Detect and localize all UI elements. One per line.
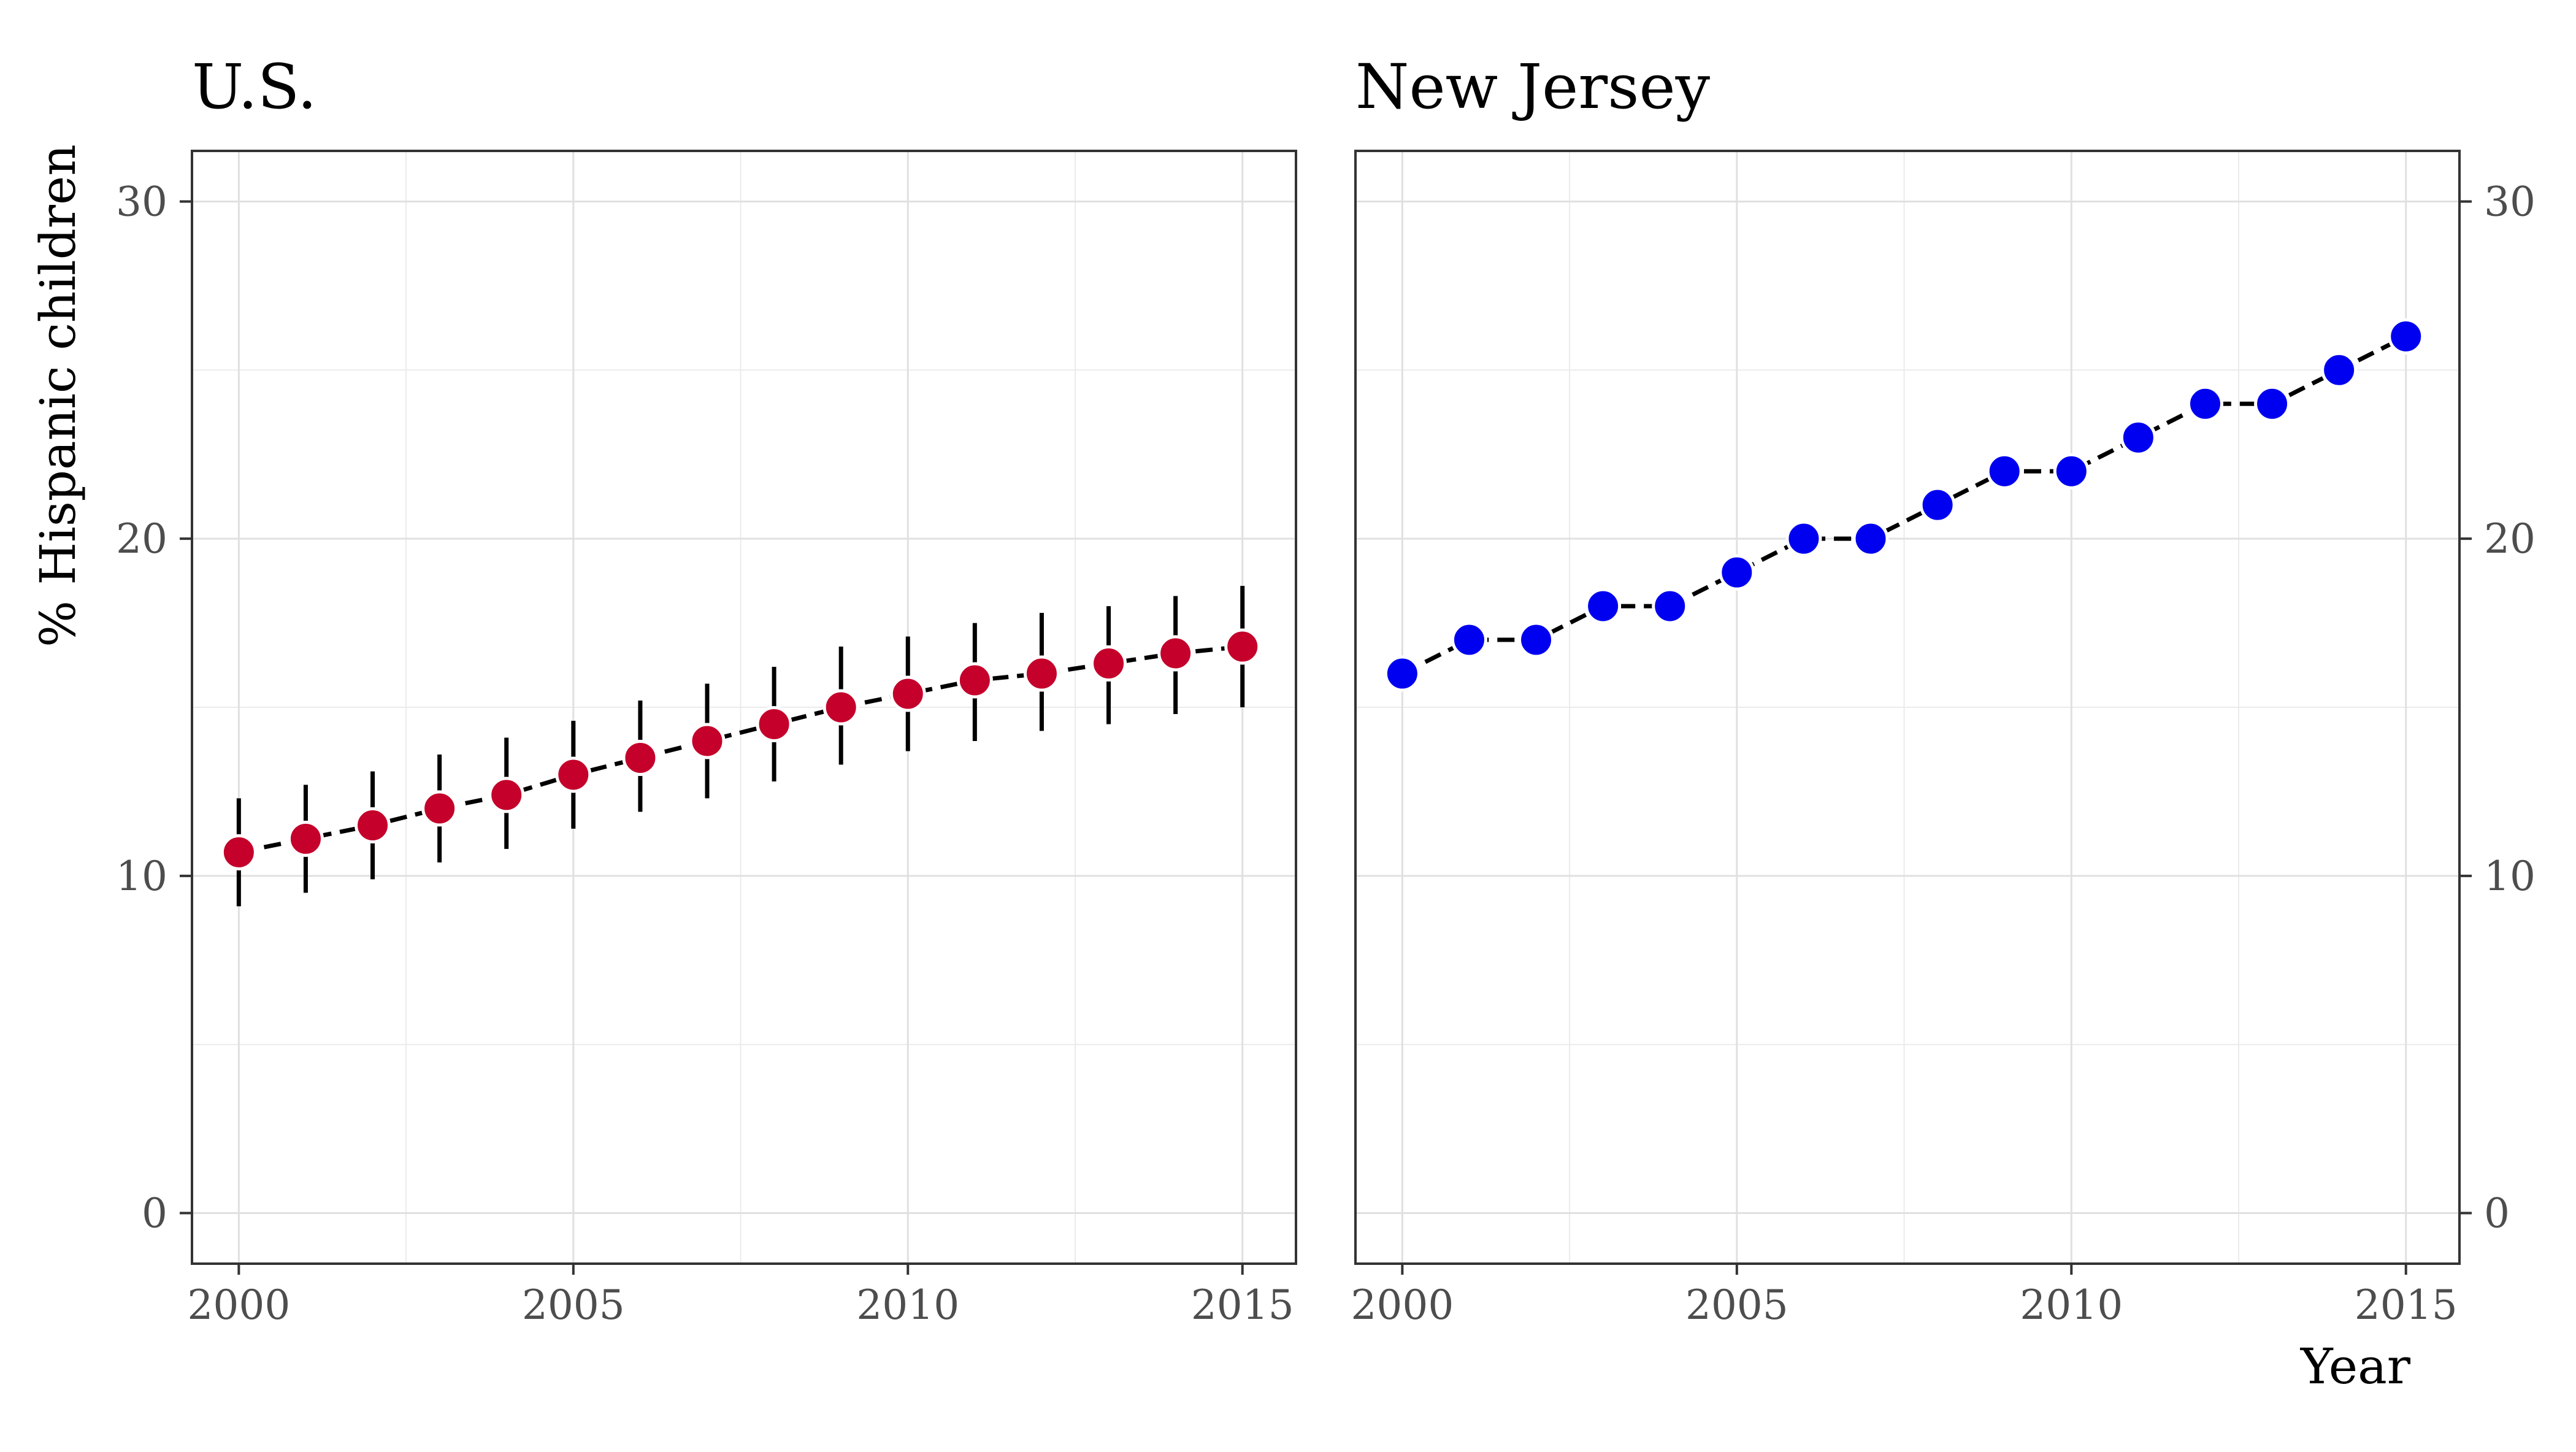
data-point: [2187, 385, 2223, 422]
data-point: [1157, 635, 1194, 672]
data-point: [1785, 520, 1822, 557]
data-point: [889, 675, 926, 712]
data-point: [1652, 588, 1689, 624]
data-point: [1091, 645, 1127, 682]
data-point: [421, 790, 458, 827]
y-tick-label: 10: [116, 853, 167, 900]
y-tick-label: 20: [2484, 515, 2536, 563]
y-tick-label: 30: [116, 178, 167, 225]
series-line: [238, 644, 1243, 855]
data-point: [2120, 419, 2156, 456]
data-point: [622, 739, 659, 776]
data-point: [1986, 453, 2023, 490]
data-point: [220, 834, 257, 870]
data-point: [2321, 351, 2358, 388]
data-point: [287, 820, 324, 857]
data-point: [555, 756, 592, 793]
data-point: [1585, 588, 1622, 624]
data-point: [956, 662, 993, 699]
x-tick-label: 2010: [2020, 1281, 2123, 1329]
y-tick-label: 0: [142, 1190, 167, 1237]
y-tick-label: 20: [116, 515, 167, 563]
data-point: [756, 705, 792, 742]
x-tick-label: 2000: [187, 1281, 290, 1329]
data-point: [1451, 621, 1487, 658]
x-tick-label: 2010: [856, 1281, 959, 1329]
chart-panel-1: 2000 2005 2010 2015 0 10 20 30 U.S. % Hispanic ch…: [29, 51, 1297, 1329]
x-axis-title: Year: [2300, 1338, 2411, 1395]
x-tick-label: 2015: [2355, 1281, 2458, 1329]
y-tick-label: 30: [2484, 178, 2536, 225]
x-tick-label: 2005: [1685, 1281, 1788, 1329]
data-point: [488, 777, 525, 813]
chart-panel-2: 2000 2005 2010 2015 0 10 20 30 New Jersey Year: [1351, 51, 2536, 1395]
data-point: [1224, 628, 1261, 665]
data-point: [1518, 621, 1555, 658]
panel-title: U.S.: [192, 51, 317, 123]
data-point: [2388, 318, 2425, 355]
x-tick-label: 2015: [1191, 1281, 1294, 1329]
y-tick-label: 0: [2484, 1190, 2510, 1237]
x-tick-label: 2000: [1351, 1281, 1454, 1329]
data-point: [822, 689, 859, 726]
y-tick-label: 10: [2484, 853, 2536, 900]
panel-border: [191, 150, 1297, 1265]
data-point: [355, 807, 391, 843]
data-point: [2053, 453, 2090, 490]
y-axis-title: % Hispanic children: [29, 144, 86, 647]
panel-border: [1354, 150, 2461, 1265]
x-tick-label: 2005: [522, 1281, 625, 1329]
panel-title: New Jersey: [1355, 51, 1711, 123]
data-point: [1919, 486, 1956, 523]
data-point: [2254, 385, 2291, 422]
data-point: [1023, 655, 1060, 692]
data-point: [1852, 520, 1889, 557]
data-point: [1719, 554, 1755, 591]
data-point: [689, 723, 726, 759]
data-point: [1384, 655, 1420, 692]
